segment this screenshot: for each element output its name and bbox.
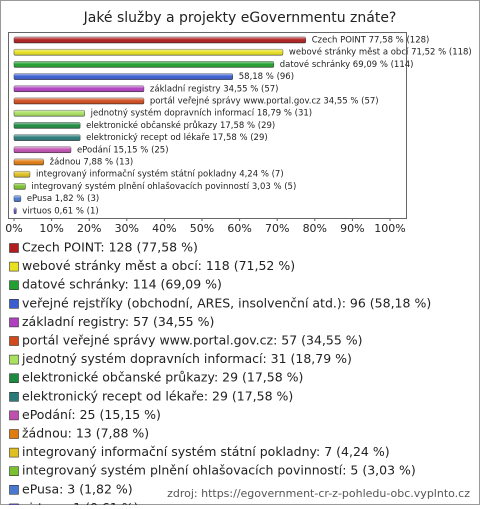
- bar-shine: [14, 73, 233, 80]
- x-tick-label: 70%: [265, 222, 289, 235]
- legend-swatch: [9, 447, 19, 458]
- data-label: základní registry 34,55 % (57): [150, 84, 279, 94]
- x-tick-label: 40%: [152, 222, 176, 235]
- legend-swatch: [9, 336, 19, 346]
- chart-title: Jaké služby a projekty eGovernmentu znát…: [83, 10, 397, 26]
- bar-shine: [14, 37, 306, 43]
- data-label: webové stránky měst a obcí 71,52 % (118): [289, 47, 472, 58]
- bar-shine: [14, 110, 85, 117]
- bar-shine: [14, 207, 17, 214]
- legend-swatch: [9, 317, 19, 328]
- legend-label: webové stránky měst a obcí: 118 (71,52 %…: [22, 258, 295, 273]
- bar-shine: [14, 98, 144, 104]
- legend-swatch: [9, 298, 19, 309]
- data-label: virtuos 0,61 % (1): [22, 206, 98, 216]
- x-tick-label: 50%: [190, 222, 214, 235]
- data-label: elektronický recept od lékaře 17,58 % (2…: [86, 132, 268, 143]
- data-label: integrovaný informační systém státní pok…: [36, 169, 284, 180]
- bar-shine: [14, 134, 81, 141]
- legend-label: virtuos: 1 (0,61 %): [22, 500, 139, 505]
- bar-shine: [14, 195, 21, 202]
- data-label: datové schránky 69,09 % (114): [280, 59, 414, 70]
- data-label: jednotný systém dopravních informací 18,…: [90, 108, 312, 119]
- legend-label: veřejné rejstříky (obchodní, ARES, insol…: [22, 295, 431, 310]
- legend-swatch: [9, 261, 19, 272]
- legend-label: jednotný systém dopravních informací: 31…: [21, 351, 352, 366]
- bar-shine: [14, 122, 81, 129]
- bar-shine: [14, 61, 274, 68]
- legend-swatch: [9, 466, 19, 477]
- legend-label: integrovaný systém plnění ohlašovacích p…: [22, 463, 416, 478]
- bar-shine: [14, 171, 30, 178]
- bar-shine: [14, 146, 71, 153]
- source: zdroj: https://egovernment-cr-z-pohledu-…: [167, 487, 470, 500]
- legend-swatch: [9, 410, 19, 421]
- x-tick-label: 10%: [39, 222, 63, 235]
- bar-shine: [14, 85, 144, 92]
- legend-swatch: [9, 280, 19, 291]
- legend-swatch: [9, 391, 19, 402]
- legend-label: elektronický recept od lékaře: 29 (17,58…: [22, 388, 293, 403]
- legend-swatch: [9, 243, 19, 253]
- legend-swatch: [9, 373, 19, 384]
- x-tick-label: 90%: [340, 222, 364, 235]
- x-tick-label: 0%: [5, 222, 22, 235]
- data-label: elektronické občanské průkazy 17,58 % (2…: [86, 120, 275, 131]
- data-label: ePodání 15,15 % (25): [77, 145, 169, 155]
- legend-swatch: [9, 354, 19, 365]
- data-label: žádnou 7,88 % (13): [50, 158, 134, 168]
- legend-label: datové schránky: 114 (69,09 %): [22, 277, 222, 292]
- data-label: ePusa 1,82 % (3): [27, 194, 99, 204]
- data-label: integrovaný systém plnění ohlašovacích p…: [31, 181, 296, 192]
- data-label: 58,18 % (96): [239, 72, 294, 82]
- legend-label: elektronické občanské průkazy: 29 (17,58…: [22, 370, 303, 385]
- legend-label: ePodání: 25 (15,15 %): [22, 407, 161, 422]
- x-tick-label: 30%: [115, 222, 139, 235]
- legend-label: žádnou: 13 (7,88 %): [22, 426, 149, 441]
- x-tick-label: 60%: [227, 222, 251, 235]
- legend-label: integrovaný informační systém státní pok…: [22, 444, 390, 459]
- data-label: Czech POINT 77,58 % (128): [312, 36, 430, 46]
- legend-label: základní registry: 57 (34,55 %): [22, 314, 214, 329]
- x-tick-label: 100%: [374, 222, 405, 235]
- x-tick-label: 80%: [303, 222, 327, 235]
- legend-label: ePusa: 3 (1,82 %): [22, 481, 133, 496]
- data-label: portál veřejné správy www.portal.gov.cz …: [150, 96, 379, 107]
- bar-shine: [14, 49, 283, 56]
- bar-shine: [14, 183, 26, 190]
- legend-swatch: [9, 429, 19, 439]
- legend-swatch: [9, 484, 19, 495]
- bar-shine: [14, 159, 44, 165]
- legend-label: Czech POINT: 128 (77,58 %): [22, 240, 198, 255]
- legend-label: portál veřejné správy www.portal.gov.cz:…: [22, 333, 363, 348]
- x-tick-label: 20%: [77, 222, 101, 235]
